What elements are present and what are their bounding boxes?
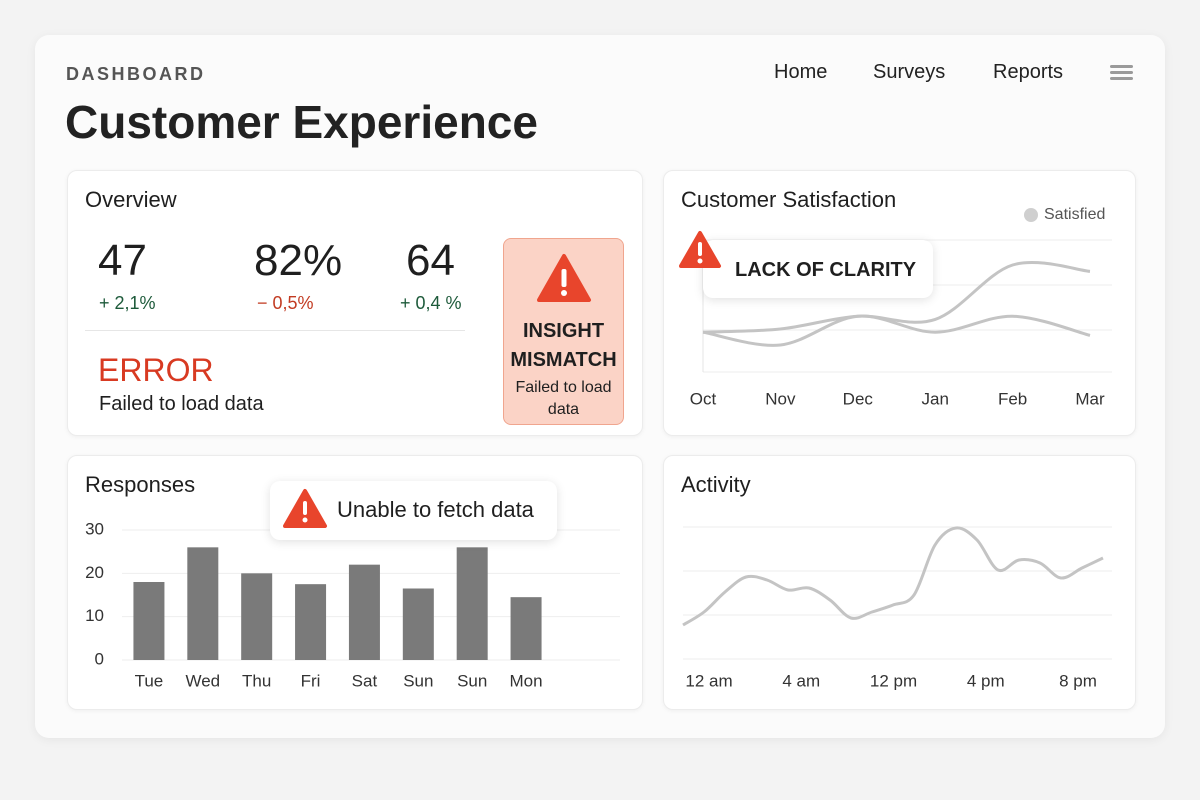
x-tick-label: Nov: [765, 389, 796, 408]
y-tick-label: 10: [85, 606, 104, 625]
warning-icon: [283, 489, 327, 528]
warning-icon: [536, 254, 591, 302]
x-tick-label: Fri: [301, 671, 321, 690]
legend-swatch: [1024, 208, 1038, 222]
warning-icon: [679, 231, 721, 268]
card-title: Overview: [85, 187, 177, 212]
alert-text: Unable to fetch data: [337, 497, 534, 522]
divider: [85, 330, 465, 331]
alert-message: Failed to load data: [515, 379, 612, 418]
error-message: Failed to load data: [99, 393, 264, 415]
alert-popup: [703, 240, 933, 298]
y-tick-label: 30: [85, 519, 104, 538]
page-title: Customer Experience: [65, 96, 538, 148]
x-tick-label: Thu: [242, 671, 271, 690]
x-tick-label: 12 am: [685, 671, 732, 690]
kpi-value: 82%: [254, 236, 343, 285]
x-tick-label: 8 pm: [1059, 671, 1097, 690]
x-tick-label: Mon: [510, 671, 543, 690]
legend-label: Satisfied: [1044, 206, 1106, 223]
activity-card: [663, 455, 1136, 710]
menu-button[interactable]: [1108, 62, 1136, 84]
kpi-value: 47: [98, 236, 147, 285]
y-tick-label: 20: [85, 563, 104, 582]
x-tick-label: Sat: [352, 671, 378, 690]
kpi-delta: + 0,4 %: [400, 293, 462, 313]
bar: [402, 588, 434, 660]
kpi-delta: + 2,1%: [99, 293, 156, 313]
bar: [295, 584, 327, 660]
card-title: Responses: [85, 472, 196, 497]
eyebrow: DASHBOARD: [66, 64, 206, 84]
bar: [187, 547, 219, 660]
x-tick-label: 12 pm: [870, 671, 917, 690]
line: [702, 314, 1091, 347]
bar: [510, 597, 542, 660]
y-tick-label: 0: [95, 649, 104, 668]
bar: [348, 564, 380, 660]
alert-box: INSIGHT MISMATCH Failed to load data: [503, 238, 624, 425]
x-tick-label: Sun: [457, 671, 487, 690]
x-tick-label: Mar: [1075, 389, 1105, 408]
satisfaction-card: [663, 170, 1136, 436]
x-tick-label: Wed: [185, 671, 220, 690]
error-title: ERROR: [98, 352, 214, 388]
card-title: Activity: [681, 472, 751, 497]
x-tick-label: Tue: [135, 671, 164, 690]
nav-link[interactable]: Home: [774, 61, 828, 83]
x-tick-label: Oct: [690, 389, 717, 408]
alert-text: LACK OF CLARITY: [735, 259, 917, 281]
bar: [241, 573, 273, 660]
x-tick-label: Sun: [403, 671, 433, 690]
kpi-value: 64: [406, 236, 455, 285]
card-title: Customer Satisfaction: [681, 187, 897, 212]
x-tick-label: Feb: [998, 389, 1027, 408]
kpi-delta: − 0,5%: [257, 293, 314, 313]
bar: [133, 582, 165, 660]
line: [682, 526, 1104, 627]
line: [702, 260, 1091, 334]
bar: [456, 547, 488, 660]
alert-title: INSIGHT MISMATCH: [510, 320, 617, 371]
x-tick-label: 4 pm: [967, 671, 1005, 690]
nav-link[interactable]: Surveys: [873, 61, 946, 83]
x-tick-label: 4 am: [782, 671, 820, 690]
x-tick-label: Jan: [921, 389, 948, 408]
nav-link[interactable]: Reports: [993, 61, 1064, 83]
x-tick-label: Dec: [843, 389, 874, 408]
